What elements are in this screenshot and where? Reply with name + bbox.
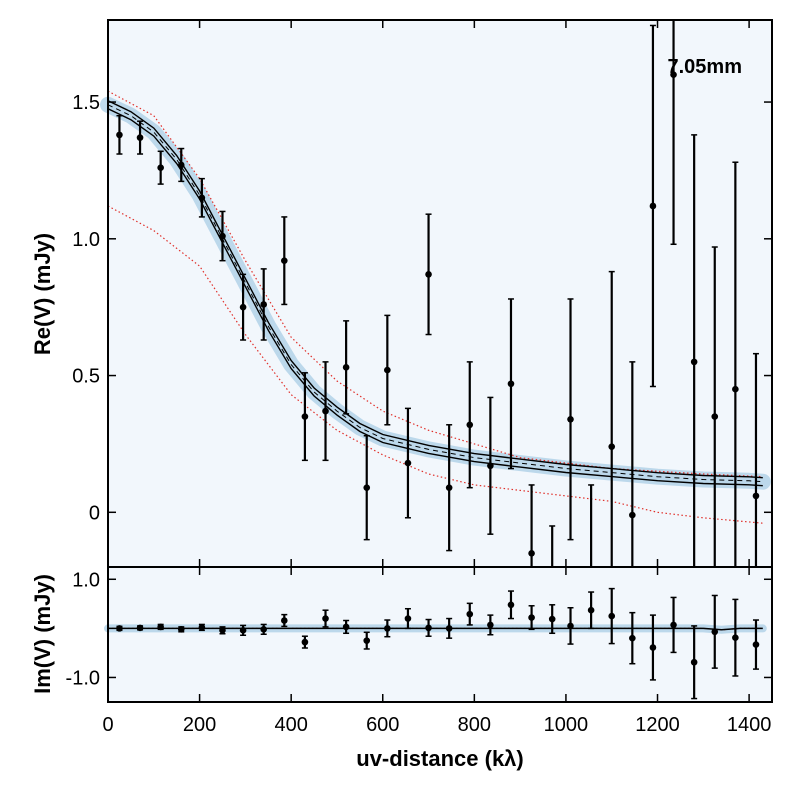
bottom-model-line [108,627,763,631]
bottom-x-tick-label: 600 [366,714,399,736]
bottom-axis-ticks: -1.0 1.0 0 200 400 600 800 1000 1200 1400 [66,567,772,736]
top-data-point [425,271,432,278]
top-upper-bound-line [107,90,763,478]
top-data-point [136,134,144,141]
bottom-x-tick-label: 1400 [727,714,772,736]
top-data-point [239,303,247,311]
top-data-point [466,421,474,429]
bottom-data-point [445,625,453,632]
top-data-point [649,202,657,210]
top-data-point [507,380,515,388]
bottom-data-point [116,625,123,632]
top-data-points [116,20,760,567]
bottom-y-tick-label: -1.0 [66,667,100,689]
bottom-data-point [136,624,144,632]
bottom-y-tick-label: 1.0 [72,569,100,591]
bottom-data-point [608,612,616,620]
bottom-data-point [690,658,698,666]
bottom-x-tick-label: 0 [102,714,113,736]
bottom-data-point [670,621,677,629]
bottom-data-point [322,615,329,622]
bottom-x-tick-label: 400 [274,714,307,736]
bottom-data-point [198,624,206,631]
top-data-point [629,511,636,519]
bottom-x-tick-label: 1000 [544,714,589,736]
bottom-data-point [404,615,412,622]
wavelength-annotation: 7.05mm [668,56,743,78]
bottom-panel-frame [107,566,773,703]
top-data-point [322,407,329,415]
top-y-tick-label: 1.5 [72,92,100,114]
top-lower-bound-line [107,205,763,524]
bottom-data-point [732,634,739,641]
top-data-point [732,385,739,393]
bottom-data-point [177,626,185,633]
bottom-data-point [466,610,474,618]
top-y-tick-label: 0 [89,502,100,524]
top-data-point [116,131,123,139]
top-data-point [711,413,719,420]
top-model-curves [107,90,763,524]
top-y-axis-title: Re(V) (mJy) [30,233,55,355]
bottom-data-point [281,617,288,624]
bottom-y-axis-title: Im(V) (mJy) [30,574,55,694]
x-axis-title: uv-distance (kλ) [356,746,524,771]
bottom-data-point [301,638,309,646]
bottom-data-point [157,623,164,631]
bottom-data-point [567,622,574,630]
bottom-data-point [239,627,247,634]
bottom-data-points [116,587,760,700]
bottom-data-point [649,644,657,651]
bottom-x-tick-label: 1200 [635,714,680,736]
top-data-point [219,232,226,240]
top-axis-ticks: 0 0.5 1.0 1.5 [72,20,772,567]
top-data-point [670,71,677,78]
top-data-point [177,161,185,169]
bottom-data-point [487,621,494,629]
top-data-point [567,416,574,423]
bottom-data-point [219,627,226,634]
bottom-data-point [384,625,391,632]
bottom-data-point [711,628,719,636]
top-model-edge-lower [107,108,763,487]
bottom-data-point [507,601,515,609]
bottom-data-point [260,626,267,633]
bottom-x-tick-label: 200 [183,714,216,736]
top-data-point [301,413,309,420]
top-model-center [107,104,763,483]
top-data-point [445,484,453,491]
top-data-point [752,492,760,500]
top-data-point [487,462,494,470]
bottom-data-point [342,623,350,631]
top-y-tick-label: 0.5 [72,366,100,388]
top-data-point [528,550,535,557]
bottom-data-point [548,615,556,623]
bottom-data-point [752,641,760,648]
bottom-data-point [587,606,595,614]
bottom-x-tick-label: 800 [458,714,491,736]
top-data-point [342,364,350,371]
top-data-point [198,194,206,202]
top-data-point [608,443,616,450]
top-data-point [281,257,288,264]
top-model-edge-upper [107,100,763,479]
bottom-data-point [629,634,636,642]
top-y-tick-label: 1.0 [72,229,100,251]
top-data-point [690,358,698,366]
bottom-panel-background [108,567,772,702]
bottom-data-point [425,624,432,632]
bottom-data-point [528,614,535,621]
top-data-point [157,164,164,171]
top-data-point [363,484,371,491]
top-data-point [404,459,412,467]
bottom-data-point [363,637,371,644]
top-data-point [384,366,391,374]
top-data-point [260,301,267,308]
bottom-model-curves [108,627,763,631]
